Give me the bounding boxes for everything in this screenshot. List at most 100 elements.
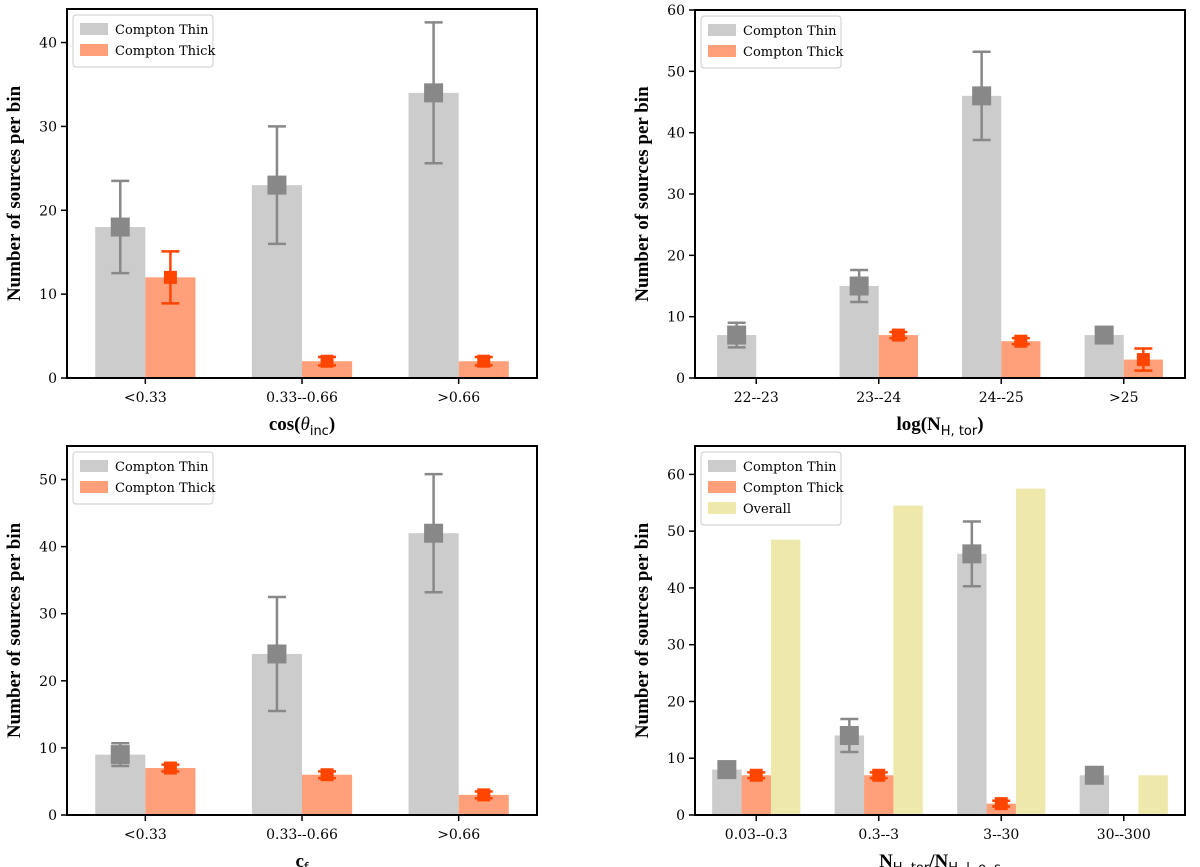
bar-thin-3 bbox=[962, 95, 1002, 378]
x-label-main: c bbox=[295, 851, 303, 867]
legend: Compton Thin Compton Thick bbox=[700, 15, 843, 69]
legend-swatch-overall bbox=[708, 502, 736, 514]
marker-thin-3 bbox=[962, 544, 982, 564]
legend-label-thin: Compton Thin bbox=[743, 24, 837, 39]
x-label-main: N bbox=[879, 851, 893, 867]
bar-thick-2 bbox=[878, 335, 918, 378]
x-tick-label: 22--23 bbox=[734, 390, 779, 406]
y-tick-label: 40 bbox=[39, 540, 57, 556]
marker-thin-2 bbox=[849, 276, 869, 296]
marker-thin-1 bbox=[717, 760, 737, 780]
marker-thick-1 bbox=[163, 270, 177, 284]
y-axis-label: Number of sources per bin bbox=[632, 522, 653, 738]
x-tick-label: >0.66 bbox=[437, 390, 480, 406]
x-tick-label: >25 bbox=[1109, 390, 1139, 406]
y-tick-label: 20 bbox=[667, 694, 685, 710]
y-tick-label: 60 bbox=[667, 3, 685, 19]
marker-thin-2 bbox=[839, 726, 859, 746]
marker-thin-1 bbox=[727, 325, 747, 345]
y-tick-label: 30 bbox=[39, 607, 57, 623]
x-tick-label: 3--30 bbox=[983, 827, 1019, 843]
legend: Compton Thin Compton Thick Overall bbox=[700, 451, 843, 526]
legend-label-thick: Compton Thick bbox=[743, 481, 843, 496]
legend-swatch-thick bbox=[708, 45, 736, 57]
bar-thick-3 bbox=[458, 794, 509, 815]
x-axis-label: cf bbox=[295, 851, 308, 867]
bar-overall-2 bbox=[893, 505, 923, 815]
legend: Compton Thin Compton Thick bbox=[72, 451, 215, 505]
y-tick-label: 40 bbox=[667, 126, 685, 142]
marker-thin-4 bbox=[1084, 765, 1104, 785]
marker-thin-2 bbox=[267, 175, 287, 195]
y-axis-label: Number of sources per bin bbox=[4, 85, 25, 301]
chart-panel-2: 0 10 20 30 40 50 60 22--23 23--24 24--25 >25 Number… bbox=[632, 3, 1186, 439]
marker-thick-2 bbox=[872, 768, 886, 782]
legend-swatch-thin bbox=[708, 460, 736, 472]
bar-thick-3 bbox=[458, 361, 509, 378]
x-tick-label: <0.33 bbox=[124, 827, 167, 843]
y-tick-label: 40 bbox=[39, 36, 57, 52]
bar-thick-1 bbox=[741, 775, 771, 815]
bar-overall-1 bbox=[770, 539, 801, 815]
legend-label-thin: Compton Thin bbox=[115, 460, 209, 475]
legend-swatch-thick bbox=[80, 44, 108, 56]
x-tick-label: >0.66 bbox=[437, 827, 480, 843]
bar-overall-3 bbox=[1015, 488, 1046, 815]
y-tick-label: 30 bbox=[39, 119, 57, 135]
x-label-subscript: f bbox=[304, 861, 309, 867]
marker-thick-4 bbox=[1136, 353, 1150, 367]
chart-panel-4: 0 10 20 30 40 50 60 0.03--0.3 0.3--3 3--30 30--300… bbox=[632, 445, 1186, 867]
x-label-main: log(N bbox=[896, 414, 941, 435]
legend-label-thin: Compton Thin bbox=[743, 460, 837, 475]
y-tick-label: 10 bbox=[39, 741, 57, 757]
marker-thin-3 bbox=[972, 86, 992, 106]
x-axis-label: NH, tor/NH, l. o. s bbox=[879, 851, 1001, 867]
x-label-subscript: H, tor bbox=[941, 424, 978, 439]
legend: Compton Thin Compton Thick bbox=[72, 14, 215, 68]
y-tick-label: 50 bbox=[667, 64, 685, 80]
x-tick-label: 30--300 bbox=[1097, 827, 1151, 843]
marker-thin-3 bbox=[424, 523, 444, 543]
x-label-subscript: inc bbox=[310, 424, 329, 439]
y-tick-label: 50 bbox=[39, 473, 57, 489]
axes-frame bbox=[694, 445, 1186, 816]
marker-thick-3 bbox=[477, 354, 491, 368]
marker-thin-4 bbox=[1094, 325, 1114, 345]
bar-thick-2 bbox=[302, 361, 353, 378]
legend-label-thin: Compton Thin bbox=[115, 23, 209, 38]
y-tick-label: 0 bbox=[676, 808, 685, 824]
marker-thin-1 bbox=[110, 745, 130, 765]
y-tick-label: 50 bbox=[667, 524, 685, 540]
legend-swatch-thick bbox=[708, 481, 736, 493]
marker-thick-2 bbox=[320, 768, 334, 782]
x-label-mid: /N bbox=[928, 851, 948, 867]
marker-thick-3 bbox=[477, 788, 491, 802]
bar-thick-2 bbox=[864, 775, 894, 815]
legend-swatch-thin bbox=[708, 24, 736, 36]
y-tick-label: 0 bbox=[676, 371, 685, 387]
x-tick-label: 23--24 bbox=[856, 390, 901, 406]
y-tick-label: 30 bbox=[667, 638, 685, 654]
y-tick-label: 30 bbox=[667, 187, 685, 203]
bar-overall-4 bbox=[1138, 775, 1168, 815]
legend-label-thick: Compton Thick bbox=[115, 481, 215, 496]
bar-thick-1 bbox=[145, 768, 196, 815]
marker-thick-1 bbox=[749, 768, 763, 782]
x-label-main: cos( bbox=[269, 414, 301, 435]
x-label-subscript-2: H, l. o. s bbox=[948, 861, 1001, 867]
x-label-close: ) bbox=[329, 414, 335, 435]
marker-thin-2 bbox=[267, 644, 287, 664]
y-tick-label: 0 bbox=[48, 371, 57, 387]
x-label-close: ) bbox=[977, 414, 983, 435]
y-tick-label: 0 bbox=[48, 808, 57, 824]
x-tick-label: 0.3--3 bbox=[858, 827, 899, 843]
bar-thin-3 bbox=[957, 553, 987, 815]
legend-swatch-thick bbox=[80, 481, 108, 493]
y-axis-label: Number of sources per bin bbox=[4, 522, 25, 738]
legend-swatch-thin bbox=[80, 460, 108, 472]
y-tick-label: 10 bbox=[39, 287, 57, 303]
legend-label-overall: Overall bbox=[743, 502, 791, 517]
y-tick-label: 10 bbox=[667, 310, 685, 326]
x-tick-label: <0.33 bbox=[124, 390, 167, 406]
